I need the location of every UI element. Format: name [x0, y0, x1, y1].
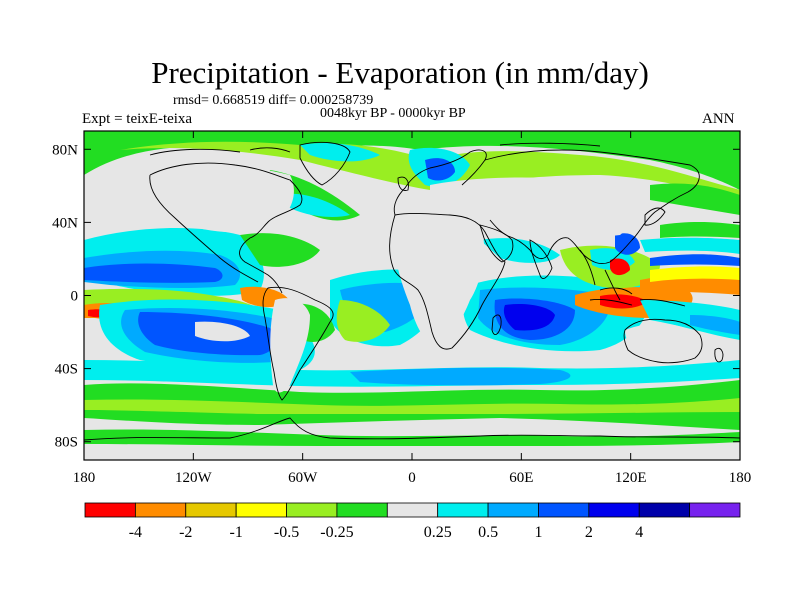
cyan-band-n-indian — [480, 238, 560, 263]
lon-tick-label: 180 — [73, 470, 96, 486]
green-band-southern-ocean — [84, 380, 740, 430]
land-australia — [625, 323, 702, 362]
land-s-america — [270, 298, 310, 393]
coast-n-america — [149, 162, 303, 294]
lightblue-band-s-pacific-east — [690, 315, 740, 335]
colorbar-swatch — [437, 502, 489, 518]
cyan-cell-n-atlantic — [280, 193, 350, 217]
colorbar-swatch — [386, 502, 439, 518]
red-cell-maritime — [600, 294, 648, 309]
season-label: ANN — [702, 111, 735, 127]
coast-uk — [397, 176, 409, 191]
lat-tick-label: 0 — [71, 289, 79, 305]
colorbar-label: 2 — [585, 524, 593, 541]
blue-band-c-pacific — [650, 254, 740, 266]
lon-tick-label: 60E — [509, 470, 533, 486]
lat-tick-label: 80N — [52, 142, 78, 158]
map-frame: 80N 40N 0 40S 80S 180 120W 60W 0 60E 120E 180 — [52, 130, 752, 486]
colorbar-swatch — [336, 502, 388, 518]
colorbar-swatch — [84, 502, 136, 518]
gray-patch-s-pacific — [195, 321, 250, 342]
cyan-cell-arctic-east — [300, 143, 380, 162]
coast-greenland — [299, 141, 351, 186]
coast-japan — [644, 207, 666, 226]
coast-n-america-west — [149, 174, 259, 283]
coast-indonesia — [589, 287, 686, 307]
colorbar-label: 1 — [534, 524, 542, 541]
coast-asia — [484, 149, 700, 265]
land-n-america — [150, 165, 294, 233]
coast-se-asia — [579, 249, 621, 301]
colorbar-swatch — [286, 502, 338, 518]
colorbar-swatch — [487, 502, 539, 518]
coast-australia — [623, 318, 703, 364]
coast-india — [529, 239, 553, 279]
plot-title: Precipitation - Evaporation (in mm/day) — [151, 55, 649, 90]
lat-tick-label: 40S — [55, 362, 78, 378]
colorbar-label: -2 — [179, 524, 192, 541]
lon-tick-label: 60W — [288, 470, 318, 486]
coastlines — [84, 141, 740, 441]
colorbar-swatch — [134, 502, 187, 518]
green-band-nw-pacific — [660, 221, 740, 238]
yellow-band-w-pacific — [650, 266, 740, 282]
cyan-band-c-pacific — [640, 237, 740, 254]
coast-antarctica — [84, 417, 740, 441]
colorbar: -4 -2 -1 -0.5 -0.25 0.25 0.5 1 2 4 — [84, 502, 741, 541]
colorbar-swatch — [538, 502, 590, 518]
lightblue-band-southern-ocean — [350, 367, 571, 386]
lat-tick-label: 40N — [52, 215, 78, 231]
blue-band-n-pacific — [84, 263, 223, 283]
green-band-n-pacific — [650, 183, 740, 215]
green-region-atlantic — [336, 300, 390, 342]
colorbar-label: 0.5 — [478, 524, 498, 541]
lat-tick-label: 80S — [55, 435, 78, 451]
colorbar-label: 0.25 — [424, 524, 452, 541]
colorbar-swatch — [235, 502, 287, 518]
colorbar-label: -0.5 — [274, 524, 299, 541]
lime-band-southern-ocean — [84, 398, 740, 414]
period-label: 0048kyr BP - 0000kyr BP — [320, 106, 466, 121]
lon-tick-label: 0 — [408, 470, 416, 486]
colorbar-label: -0.25 — [320, 524, 353, 541]
lon-tick-label: 120E — [615, 470, 647, 486]
coast-arabia — [479, 224, 514, 263]
land-africa — [393, 209, 485, 350]
colorbar-swatch — [588, 502, 640, 518]
green-patch-caribbean — [240, 233, 320, 267]
darkblue-region-indian — [503, 304, 555, 331]
colorbar-label: 4 — [635, 524, 643, 541]
colorbar-swatch — [638, 502, 691, 518]
lon-tick-label: 120W — [175, 470, 213, 486]
red-cell-philippines — [610, 258, 630, 276]
colorbar-swatch — [689, 502, 741, 518]
experiment-label: Expt = teixE-teixa — [82, 111, 193, 127]
colorbar-label: -1 — [229, 524, 242, 541]
pe-field — [84, 131, 740, 460]
coast-arctic-islands — [149, 142, 601, 156]
lon-tick-label: 180 — [729, 470, 752, 486]
coast-new-zealand — [714, 347, 724, 363]
colorbar-label: -4 — [129, 524, 142, 541]
land-eurasia — [430, 177, 635, 238]
coast-madagascar — [491, 314, 502, 336]
stats-label: rmsd= 0.668519 diff= 0.000258739 — [173, 93, 374, 108]
colorbar-swatch — [185, 502, 237, 518]
coast-s-america — [262, 286, 334, 401]
coast-africa — [389, 212, 506, 350]
